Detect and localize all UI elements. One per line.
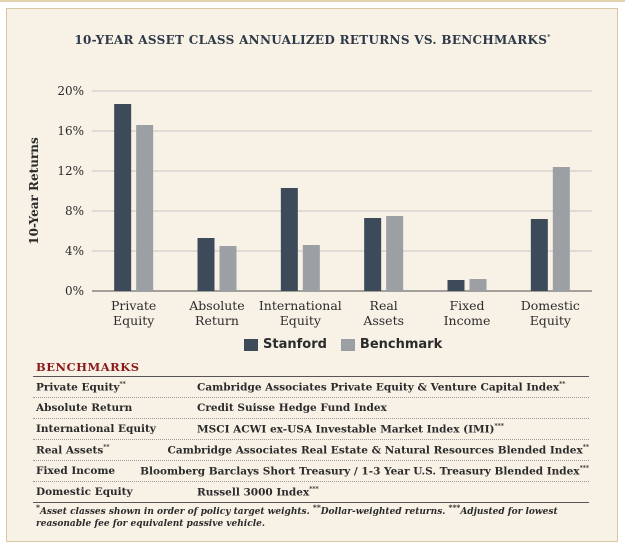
bar-benchmark <box>219 246 237 291</box>
benchmarks-heading: BENCHMARKS <box>36 360 140 374</box>
benchmark-row: International Equity MSCI ACWI ex-USA Inv… <box>33 419 589 440</box>
x-tick-label: Real Assets <box>362 298 404 328</box>
bar-benchmark <box>469 279 487 291</box>
benchmark-index-name: Bloomberg Barclays Short Treasury / 1-3 … <box>140 464 589 478</box>
bar-stanford <box>280 188 298 291</box>
benchmark-row: Real Assets** Cambridge Associates Real E… <box>33 440 589 461</box>
x-tick-label: Absolute Return <box>188 298 244 328</box>
benchmark-row: Absolute Return Credit Suisse Hedge Fund … <box>33 398 589 419</box>
asset-class-name: Domestic Equity <box>36 486 133 498</box>
x-tick-label: International Equity <box>259 298 342 328</box>
chart-legend: Stanford Benchmark <box>244 337 442 352</box>
asset-class-name: Absolute Return <box>36 402 133 414</box>
chart-title: 10-YEAR ASSET CLASS ANNUALIZED RETURNS V… <box>74 33 551 47</box>
footnote: *Asset classes shown in order of policy … <box>36 503 558 529</box>
benchmark-row: Private Equity** Cambridge Associates Pri… <box>33 377 589 398</box>
asset-class-name: Real Assets** <box>36 443 110 457</box>
bar-benchmark <box>302 245 320 291</box>
bar-benchmark <box>552 167 570 291</box>
y-tick-label: 4% <box>65 244 84 258</box>
y-axis-label: 10-Year Returns <box>27 137 41 245</box>
x-tick-label: Fixed Income <box>444 298 491 328</box>
bar-stanford <box>364 218 382 291</box>
benchmark-index-name: MSCI ACWI ex-USA Investable Market Index… <box>197 422 504 436</box>
y-tick-label: 12% <box>57 164 84 178</box>
bar-benchmark <box>136 125 154 291</box>
x-tick-label: Private Equity <box>111 298 156 328</box>
asset-class-name: Fixed Income <box>36 465 116 477</box>
top-rule <box>0 0 625 2</box>
asset-class-name: Private Equity** <box>36 380 126 394</box>
bar-stanford <box>197 238 215 291</box>
benchmark-index-name: Cambridge Associates Private Equity & Ve… <box>197 380 566 394</box>
benchmark-index-name: Russell 3000 Index*** <box>197 485 319 499</box>
x-tick-label: Domestic Equity <box>521 298 580 328</box>
legend-swatch <box>244 338 258 351</box>
benchmark-row: Domestic Equity Russell 3000 Index*** <box>33 482 589 503</box>
legend-swatch <box>340 338 355 351</box>
y-tick-label: 0% <box>65 284 84 298</box>
y-tick-label: 20% <box>57 84 84 98</box>
legend-item-benchmark: Benchmark <box>340 337 443 352</box>
benchmark-index-name: Credit Suisse Hedge Fund Index <box>197 402 387 414</box>
asset-class-name: International Equity <box>36 423 156 435</box>
legend-item-stanford: Stanford <box>244 337 327 352</box>
bar-stanford <box>530 219 548 291</box>
benchmark-index-name: Cambridge Associates Real Estate & Natur… <box>167 443 589 457</box>
bar-benchmark <box>386 216 404 291</box>
legend-label: Benchmark <box>359 337 443 352</box>
bar-chart: 0% 4% 8% 12% 16% 20% 10-Year Returns Private Equ… <box>27 84 592 328</box>
benchmarks-table: Private Equity** Cambridge Associates Pri… <box>33 376 589 503</box>
bar-stanford <box>114 104 132 291</box>
benchmark-row: Fixed Income Bloomberg Barclays Short Tre… <box>33 461 589 482</box>
y-tick-label: 8% <box>65 204 84 218</box>
legend-label: Stanford <box>263 337 327 352</box>
y-tick-label: 16% <box>57 124 84 138</box>
bar-stanford <box>447 280 465 291</box>
